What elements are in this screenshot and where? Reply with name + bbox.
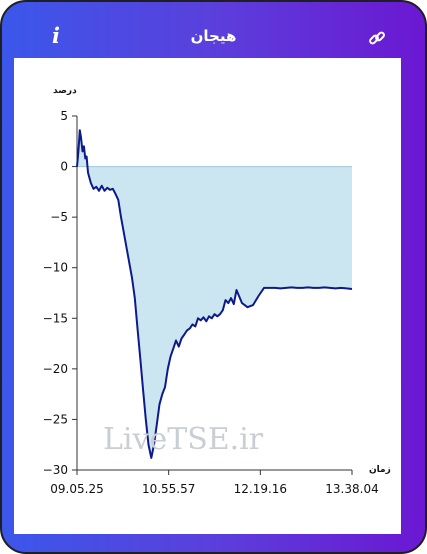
page-title: هیجان [190, 27, 237, 45]
chart: 5 0 −5 −10 −15 −20 −25 −30 09.05.25 10.55.57 12.19… [43, 86, 391, 496]
x-tick-label: 13.38.04 [325, 482, 378, 496]
area-fill [77, 130, 352, 458]
x-tick-label: 09.05.25 [50, 482, 103, 496]
y-tick-label: −20 [43, 362, 68, 376]
x-tick-label: 10.55.57 [142, 482, 195, 496]
x-axis-title: زمان [369, 465, 391, 475]
y-tick-label: −30 [43, 463, 68, 477]
y-tick-label: −25 [43, 412, 68, 426]
info-icon[interactable]: i [52, 23, 60, 48]
y-tick-label: 0 [60, 160, 68, 174]
chart-card: 5 0 −5 −10 −15 −20 −25 −30 09.05.25 10.55.57 12.19… [14, 58, 401, 534]
y-tick-label: −10 [43, 261, 68, 275]
y-axis-title: درصد [53, 86, 77, 96]
watermark: LiveTSE.ir [103, 422, 264, 457]
y-tick-label: −15 [43, 311, 68, 325]
header-bar: i هیجان [2, 2, 425, 58]
y-tick-label: 5 [60, 109, 68, 123]
x-tick-label: 12.19.16 [234, 482, 287, 496]
series-line [76, 129, 353, 459]
link-icon[interactable] [368, 29, 386, 47]
y-tick-label: −5 [50, 210, 68, 224]
